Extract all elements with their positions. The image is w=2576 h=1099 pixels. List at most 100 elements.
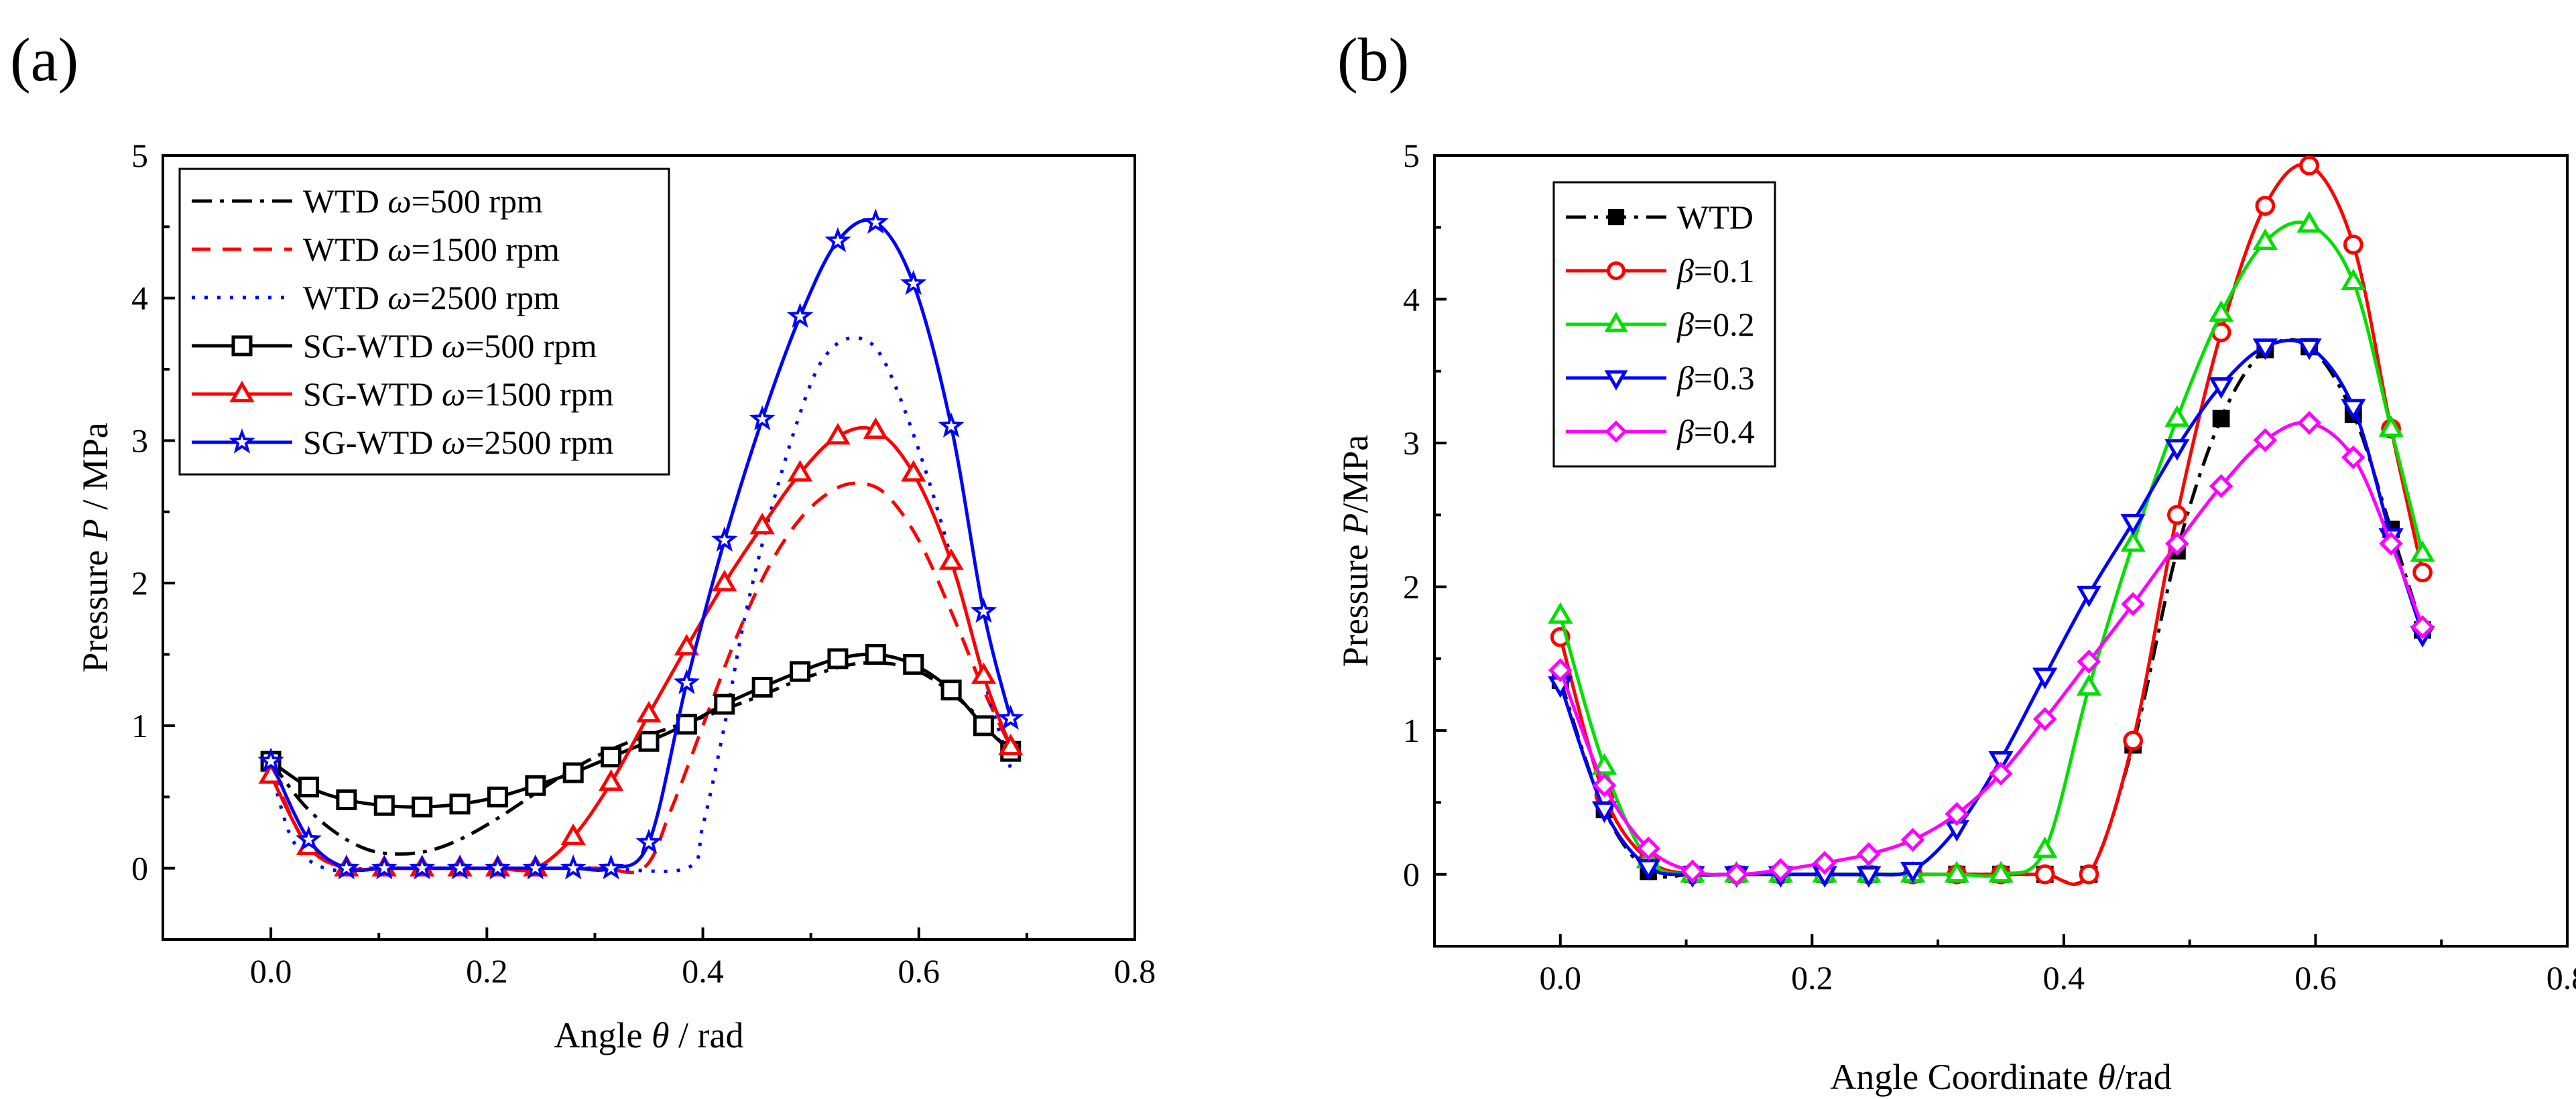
data-point	[336, 789, 357, 811]
x-tick-label: 0.6	[898, 952, 940, 990]
data-point	[2410, 540, 2435, 562]
series-a	[257, 208, 1024, 880]
x-axis-title-a: Angle θ / rad	[554, 1015, 744, 1055]
data-point	[1988, 860, 2014, 883]
data-point	[1591, 801, 1617, 824]
data-point	[971, 662, 997, 684]
series-5	[257, 208, 1024, 880]
data-point	[1548, 602, 1573, 624]
y-tick-label: 1	[131, 707, 148, 745]
data-point	[597, 854, 625, 880]
data-point	[2120, 513, 2146, 536]
data-point	[487, 786, 508, 807]
data-point	[2034, 864, 2055, 885]
series-3	[260, 644, 1022, 818]
legend-entry: β=0.4	[1566, 413, 1755, 450]
y-tick-label: 0	[131, 850, 148, 887]
data-point	[408, 854, 436, 880]
legend-label: WTD ω=500 rpm	[303, 182, 543, 220]
x-tick-label: 0.0	[1540, 959, 1582, 996]
data-point	[973, 715, 994, 736]
y-tick-label: 5	[131, 137, 148, 174]
data-point	[2343, 235, 2364, 255]
legend-entry: SG-WTD ω=2500 rpm	[192, 424, 614, 461]
data-point	[1548, 658, 1573, 682]
data-point	[1856, 866, 1882, 888]
data-point	[560, 854, 587, 880]
data-point	[298, 776, 319, 797]
legend-entry: WTD	[1566, 198, 1754, 236]
series-b	[1548, 155, 2435, 888]
y-tick-label: 2	[1403, 568, 1420, 606]
x-tick-label: 0.2	[466, 952, 508, 990]
data-point	[1856, 842, 1881, 866]
data-point	[2378, 415, 2404, 437]
data-point	[1945, 801, 1969, 826]
data-point	[373, 795, 395, 816]
data-point	[1900, 828, 1925, 852]
data-point	[1989, 761, 2013, 786]
data-point	[2076, 673, 2102, 696]
chart-b: (b) 0.0 0.2 0.4 0.6 0.8 0 1 2 3 4 5 WTD β=0.1 β=0.2 β…	[1335, 25, 2576, 1097]
data-point	[295, 826, 322, 851]
data-point	[525, 775, 546, 796]
legend-label: WTD ω=1500 rpm	[303, 231, 560, 268]
y-tick-label: 3	[131, 422, 148, 459]
x-axis-title-b: Angle Coordinate θ/rad	[1830, 1057, 2171, 1097]
legend-label: WTD	[1677, 198, 1754, 236]
data-point	[2120, 530, 2146, 552]
y-axis-title-b: Pressure P/MPa	[1335, 435, 1375, 667]
legend-marker	[1604, 312, 1628, 332]
legend-entry: SG-WTD ω=1500 rpm	[192, 375, 614, 413]
data-point	[673, 669, 700, 694]
series-2	[269, 336, 1013, 873]
data-point	[711, 526, 738, 552]
legend-entry: β=0.2	[1566, 306, 1755, 343]
panel-label-a: (a)	[10, 25, 78, 94]
data-point	[2412, 562, 2433, 583]
data-point	[900, 269, 927, 296]
legend-marker	[229, 428, 255, 454]
data-point	[1591, 753, 1617, 775]
data-point	[1768, 858, 1793, 883]
x-tick-label: 0.2	[1791, 959, 1833, 996]
data-point	[712, 570, 737, 592]
data-point	[2121, 592, 2146, 617]
axes-b	[1433, 154, 2569, 948]
plot-frame	[1433, 154, 2569, 948]
legend-label: β=0.1	[1676, 252, 1755, 289]
data-point	[2255, 196, 2276, 216]
y-tick-label: 4	[1403, 281, 1420, 318]
y-tick-label: 0	[1403, 856, 1420, 893]
data-point	[786, 302, 814, 328]
data-point	[938, 548, 964, 570]
x-tick-label: 0.4	[2043, 959, 2085, 996]
x-tick-label: 0.8	[2547, 959, 2576, 996]
data-point	[938, 412, 965, 438]
y-tick-label: 5	[1403, 137, 1420, 174]
y-axis-title-a: Pressure P / MPa	[75, 422, 115, 673]
data-point	[2341, 399, 2366, 421]
x-tick-label: 0.4	[682, 952, 724, 990]
data-point	[2296, 211, 2322, 233]
data-point	[636, 700, 662, 723]
legend-entry: SG-WTD ω=500 rpm	[192, 327, 597, 365]
legend-label: SG-WTD ω=500 rpm	[303, 327, 597, 365]
series-4	[1548, 411, 2435, 887]
legend-label: β=0.2	[1676, 306, 1755, 343]
legend-entry: WTD ω=2500 rpm	[192, 279, 560, 316]
legend-box	[178, 168, 670, 476]
data-point	[749, 405, 776, 431]
legend-label: β=0.4	[1676, 413, 1755, 450]
ticks-a: 0.0 0.2 0.4 0.6 0.8 0 1 2 3 4 5	[131, 137, 1156, 990]
data-point	[901, 460, 926, 482]
data-point	[674, 633, 700, 656]
data-point	[1636, 858, 1661, 881]
data-point	[638, 730, 660, 752]
x-tick-label: 0.6	[2294, 959, 2337, 996]
series-0	[269, 661, 1012, 856]
legend-entry: WTD ω=1500 rpm	[192, 231, 560, 268]
data-point	[1680, 859, 1705, 884]
